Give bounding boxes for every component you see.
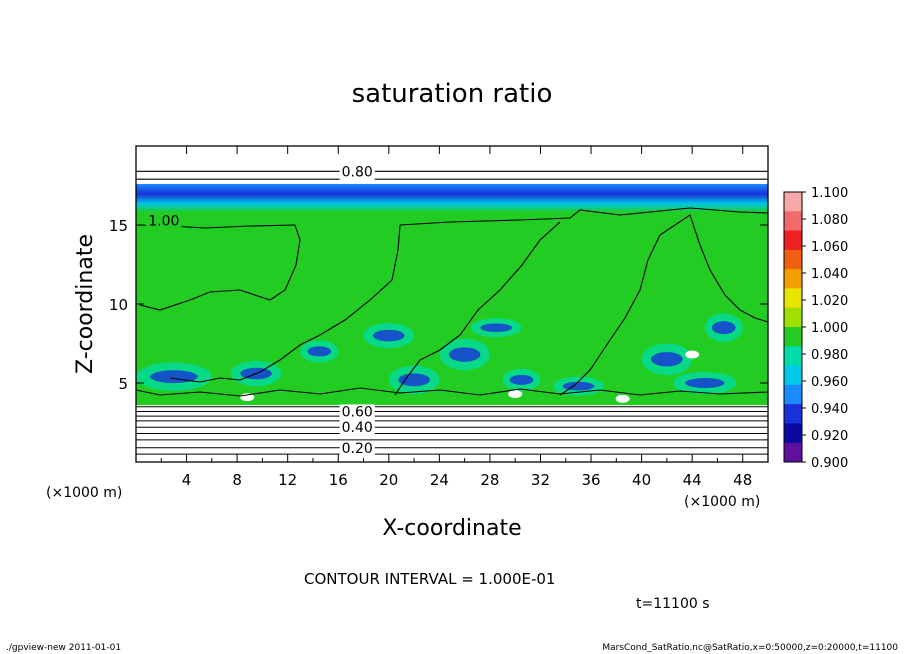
saturation-field [136,183,768,406]
colorbar-label: 1.060 [811,240,848,255]
footer-right: MarsCond_SatRatio.nc@SatRatio,x=0:50000,… [602,643,898,653]
x-axis: 4 8 12 16 20 24 28 32 36 40 44 48 [160,146,752,489]
colorbar-label: 0.980 [811,348,848,363]
chart-title: saturation ratio [352,79,553,109]
contour-line [169,224,401,383]
colorbar: 1.100 1.080 1.060 1.040 1.020 1.000 0.980 0.960… [783,186,848,471]
x-tick-label: 20 [379,471,398,489]
contour-label: 0.60 [342,404,373,420]
colorbar-swatch [784,384,802,405]
contour-label: 1.00 [148,213,179,229]
colorbar-swatch [784,211,802,232]
contour-line [399,207,768,226]
x-unit-right: (×1000 m) [684,494,760,510]
field-patch-core [711,321,736,335]
x-tick-label: 36 [581,471,600,489]
colorbar-swatch [784,269,802,289]
x-tick-label: 44 [683,471,702,489]
contour-labels: 0.80 0.600.40 0.20 1.00 [146,164,375,457]
footer-left: ./gpview-new 2011-01-01 [6,643,121,653]
time-label: t=11100 s [636,596,710,612]
field-patch-core [398,373,430,387]
contour-label: 0.20 [342,441,373,457]
colorbar-label: 1.100 [811,186,848,201]
x-tick-label: 48 [733,471,752,489]
colorbar-label: 1.000 [811,321,848,336]
contour-label-bg [339,420,375,437]
contour-line [394,221,561,396]
field-patch-core [373,329,405,342]
field-pocket [685,350,700,359]
colorbar-swatch [784,423,802,444]
x-tick-label: 16 [329,471,348,489]
x-tick-label: 4 [182,471,192,489]
field-patch-core [685,377,725,389]
x-tick-label: 40 [632,471,651,489]
contour-line [559,214,691,396]
colorbar-swatch [784,346,802,367]
colorbar-swatch [784,192,802,212]
field-patch-core [562,381,595,391]
y-axis: 5 10 15 [109,217,768,393]
contour-label-bg [146,213,182,230]
contour-line [136,387,768,397]
field-patch-core [651,352,683,367]
field-patch-core [307,346,332,357]
y-tick-label: 10 [109,296,128,314]
colorbar-swatch [784,442,802,463]
field-patch-core [509,374,534,385]
contour-label: 0.40 [342,420,373,436]
contour-lines [136,170,768,455]
colorbar-swatch [784,404,802,424]
x-tick-label: 8 [232,471,242,489]
x-tick-label: 28 [480,471,499,489]
x-tick-label: 32 [531,471,550,489]
contour-label-bg [339,440,375,457]
contour-line [689,214,768,323]
field-patch-core [480,323,513,333]
contour-label-bg [339,164,375,181]
contour-interval: CONTOUR INTERVAL = 1.000E-01 [304,570,555,588]
colorbar-swatch [784,230,802,251]
colorbar-label: 1.040 [811,267,848,282]
contour-label-bg [339,404,375,421]
colorbar-label: 0.960 [811,375,848,390]
colorbar-label: 0.900 [811,456,848,471]
x-tick-label: 12 [278,471,297,489]
field-patch-core [448,347,481,362]
x-tick-label: 24 [430,471,449,489]
field-pocket [508,390,523,399]
colorbar-swatch [784,327,802,347]
x-unit-left: (×1000 m) [46,485,122,501]
colorbar-swatch [784,307,802,328]
colorbar-label: 0.920 [811,429,848,444]
upper-band [136,183,768,213]
colorbar-swatch [784,288,802,309]
colorbar-swatch [784,365,802,386]
y-tick-label: 5 [118,375,128,393]
colorbar-label: 0.940 [811,402,848,417]
plot-area: 0.800.600.400.201.00 4 8 12 16 20 24 28 32 36 40 4… [109,145,769,489]
colorbar-label: 1.080 [811,213,848,228]
colorbar-label: 1.020 [811,294,848,309]
y-axis-title: Z-coordinate [73,234,98,374]
x-axis-title: X-coordinate [382,516,521,541]
colorbar-swatch [784,249,802,270]
contour-label: 0.80 [342,164,373,180]
field-pocket [615,394,630,403]
y-tick-label: 15 [109,217,128,235]
contour-line [136,224,301,311]
